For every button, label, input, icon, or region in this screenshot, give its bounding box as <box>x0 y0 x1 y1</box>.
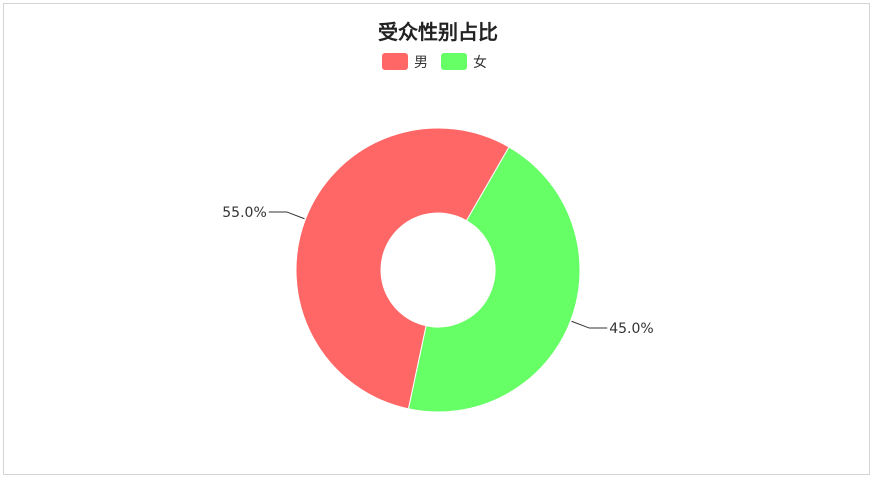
data-label-male: 55.0% <box>222 205 266 221</box>
data-labels: 55.0% 45.0% <box>222 205 653 337</box>
chart-title: 受众性别占比 <box>378 20 498 44</box>
data-label-female: 45.0% <box>609 321 653 337</box>
legend: 男 女 <box>382 53 487 71</box>
slice-female[interactable] <box>407 146 581 413</box>
slice-male[interactable] <box>295 127 510 410</box>
legend-item-male[interactable]: 男 <box>382 53 428 71</box>
leader-line-male <box>268 211 305 220</box>
donut-slices <box>295 127 581 413</box>
legend-swatch-male <box>382 53 408 70</box>
legend-item-female[interactable]: 女 <box>441 53 487 71</box>
legend-label-male: 男 <box>414 55 428 71</box>
legend-label-female: 女 <box>473 54 487 71</box>
leader-line-female <box>571 320 608 329</box>
legend-swatch-female <box>441 53 467 70</box>
